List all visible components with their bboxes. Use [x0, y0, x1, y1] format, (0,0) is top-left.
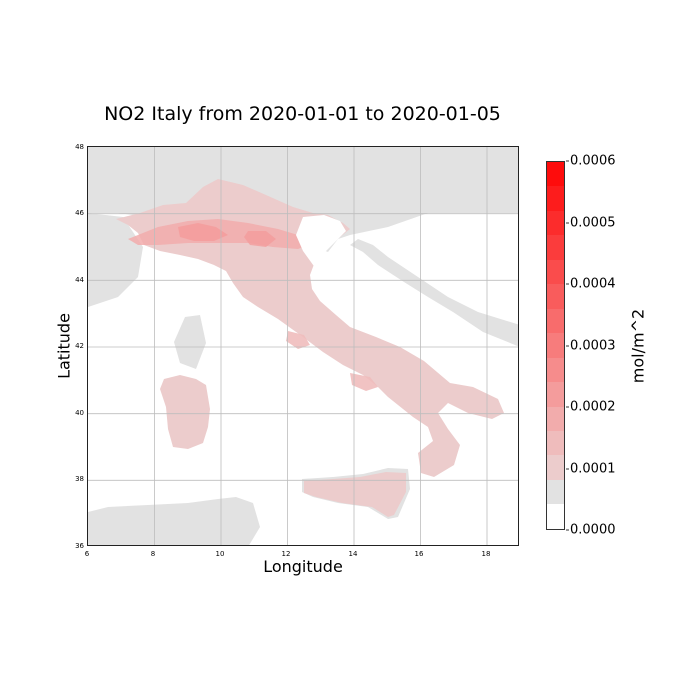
colorbar-band	[547, 210, 564, 236]
x-tick-label: 6	[84, 550, 90, 558]
colorbar-band	[547, 382, 564, 407]
rome-hotspot	[286, 331, 310, 349]
colorbar-tick-label: 0.0004	[566, 277, 616, 292]
bologna-hotspot	[244, 231, 276, 247]
milan-hotspot	[178, 223, 228, 241]
map-panel	[87, 146, 519, 546]
y-tick-label: 44	[75, 276, 84, 284]
sicily-no2	[304, 472, 406, 517]
colorbar-band	[547, 308, 564, 334]
colorbar-tick-label: 0.0001	[566, 462, 616, 477]
y-tick-label: 46	[75, 209, 84, 217]
colorbar-band	[547, 479, 564, 505]
sardinia-no2	[160, 375, 210, 449]
naples-hotspot	[350, 373, 378, 391]
colorbar-label: mol/m^2	[628, 308, 648, 384]
colorbar-band	[547, 504, 564, 529]
y-tick-label: 38	[75, 475, 84, 483]
map-title: NO2 Italy from 2020-01-01 to 2020-01-05	[104, 103, 501, 125]
x-tick-label: 10	[215, 550, 225, 558]
y-axis-label: Latitude	[54, 313, 74, 379]
colorbar-tick-label: 0.0005	[566, 216, 616, 231]
y-tick-label: 40	[75, 409, 84, 417]
colorbar-band	[547, 186, 564, 211]
colorbar	[546, 161, 565, 530]
map-grid	[88, 147, 518, 545]
x-axis-label: Longitude	[263, 557, 343, 576]
colorbar-band	[547, 235, 564, 260]
colorbar-tick-label: 0.0003	[566, 339, 616, 354]
balkans-land	[350, 239, 518, 347]
x-tick-label: 8	[150, 550, 156, 558]
europe-land	[88, 147, 518, 252]
colorbar-tick-label: 0.0006	[566, 154, 616, 169]
colorbar-band	[547, 430, 564, 456]
colorbar-band	[547, 455, 564, 480]
corsica-land	[174, 315, 206, 369]
colorbar-band	[547, 162, 564, 187]
colorbar-band	[547, 333, 564, 358]
y-tick-label: 42	[75, 342, 84, 350]
colorbar-tick-label: 0.0000	[566, 523, 616, 538]
france-spain-land	[88, 213, 143, 307]
italy-no2-field	[116, 179, 504, 477]
x-tick-label: 18	[481, 550, 491, 558]
y-tick-label: 36	[75, 542, 84, 550]
colorbar-band	[547, 284, 564, 309]
colorbar-band	[547, 406, 564, 431]
colorbar-band	[547, 259, 564, 285]
y-tick-label: 48	[75, 143, 84, 151]
x-tick-label: 12	[281, 550, 291, 558]
italy-no2-map	[88, 147, 518, 545]
x-tick-label: 16	[414, 550, 424, 558]
adriatic-sea	[296, 215, 346, 269]
colorbar-band	[547, 357, 564, 383]
x-tick-label: 14	[348, 550, 358, 558]
colorbar-tick-label: 0.0002	[566, 400, 616, 415]
africa-land	[88, 497, 260, 545]
